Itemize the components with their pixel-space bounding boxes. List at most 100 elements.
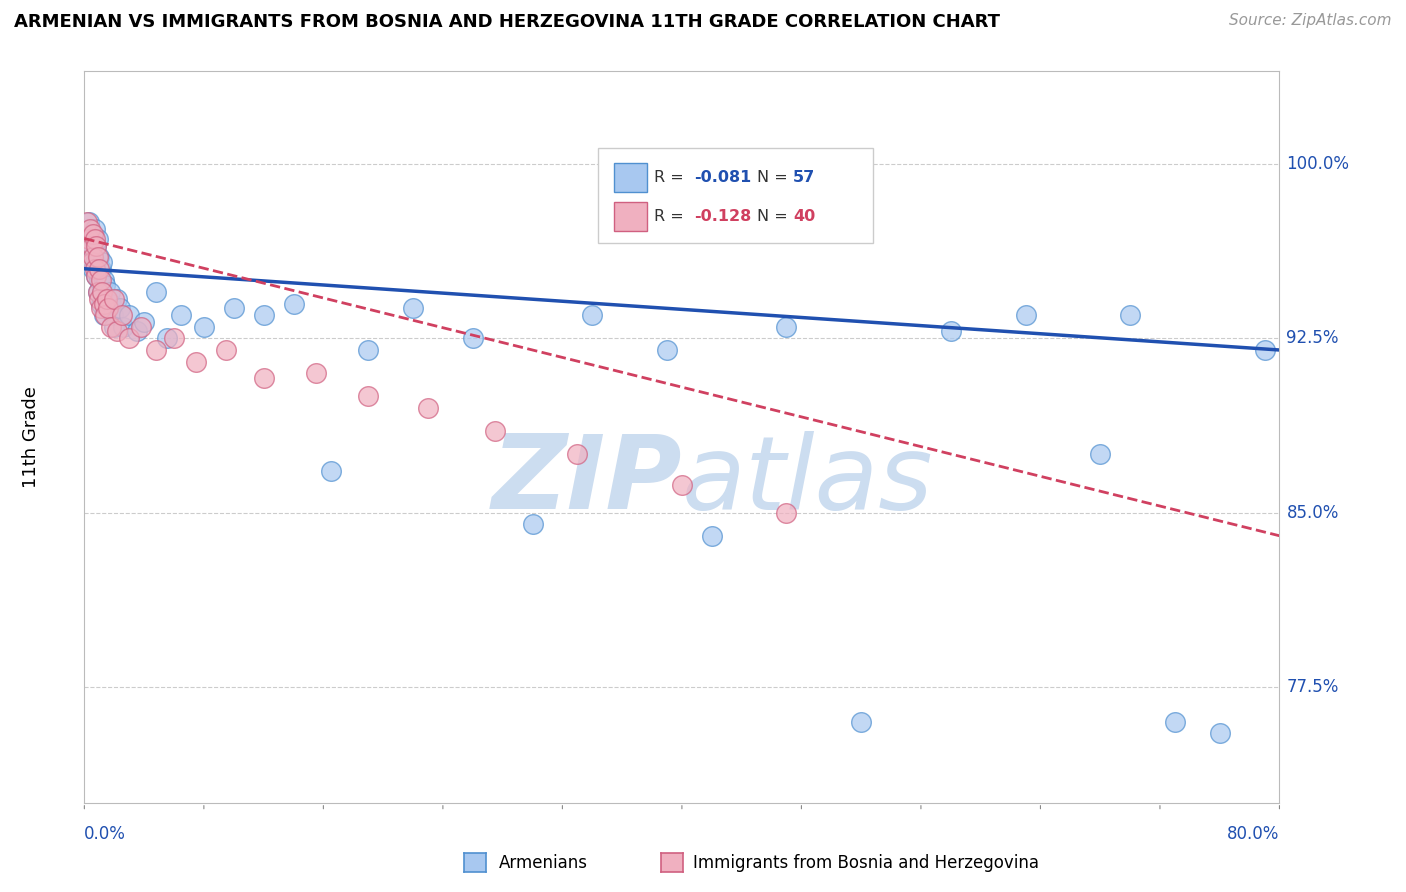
Point [82,231,104,245]
Point [253,371,276,385]
Point [97,301,120,316]
Point [90,301,112,316]
Point [83,231,105,245]
Text: 77.5%: 77.5% [1286,678,1339,696]
Point [1014,308,1036,322]
Text: 85.0%: 85.0% [1286,504,1339,522]
Point [118,308,141,322]
Text: atlas: atlas [682,431,934,531]
Point [775,319,797,334]
Point [86,238,108,252]
Text: -0.081: -0.081 [695,169,751,185]
Point [97,301,120,316]
Text: N =: N = [758,169,793,185]
Point [939,325,962,339]
Point [155,331,177,345]
Point [77,215,100,229]
Point [567,448,589,462]
Point [80,254,103,268]
Point [163,331,186,345]
Point [103,319,125,334]
Point [671,477,693,491]
Point [93,308,115,322]
Text: 40: 40 [793,209,815,224]
Point [91,285,114,299]
Point [87,231,110,245]
Point [416,401,439,415]
Point [80,227,103,241]
Point [96,292,118,306]
Text: Immigrants from Bosnia and Herzegovina: Immigrants from Bosnia and Herzegovina [693,854,1039,871]
Point [79,222,101,236]
Point [83,261,105,276]
Point [461,331,484,345]
Point [86,238,108,252]
Point [110,301,132,316]
Point [89,292,111,306]
Point [89,273,111,287]
Point [100,319,122,334]
Point [105,325,128,339]
Point [283,296,305,310]
Point [305,366,328,380]
Point [79,238,101,252]
Point [100,296,122,310]
Point [90,273,112,287]
Point [193,319,215,334]
Point [87,250,110,264]
Text: 100.0%: 100.0% [1286,155,1350,173]
Text: 92.5%: 92.5% [1286,329,1339,347]
Point [1253,343,1275,357]
Point [105,292,128,306]
Text: R =: R = [654,209,689,224]
Point [91,254,114,268]
Point [111,308,134,322]
Point [170,308,193,322]
Point [222,301,245,316]
Point [357,343,380,357]
Point [76,215,98,229]
Text: R =: R = [654,169,689,185]
Point [87,285,110,299]
Text: Armenians: Armenians [499,854,588,871]
Point [581,308,603,322]
Point [90,296,112,310]
Point [129,319,152,334]
Point [87,285,110,299]
Point [132,315,156,329]
Point [98,285,121,299]
Point [1088,448,1111,462]
Point [215,343,238,357]
Point [93,273,115,287]
Point [145,285,167,299]
Point [94,277,117,292]
FancyBboxPatch shape [599,148,873,244]
Point [402,301,425,316]
Point [253,308,276,322]
Point [83,254,105,268]
Point [484,424,506,438]
Point [700,529,723,543]
Point [357,389,380,403]
Text: ARMENIAN VS IMMIGRANTS FROM BOSNIA AND HERZEGOVINA 11TH GRADE CORRELATION CHART: ARMENIAN VS IMMIGRANTS FROM BOSNIA AND H… [14,13,1000,31]
Point [655,343,678,357]
Point [101,308,124,322]
Point [118,331,141,345]
Point [145,343,167,357]
Text: -0.128: -0.128 [695,209,751,224]
Bar [614,162,647,192]
Text: Source: ZipAtlas.com: Source: ZipAtlas.com [1229,13,1392,29]
Text: 57: 57 [793,169,815,185]
Point [103,292,125,306]
Point [125,325,148,339]
Text: N =: N = [758,209,793,224]
Point [1208,726,1232,740]
Point [82,261,104,276]
Point [76,250,98,264]
Point [86,268,108,283]
Text: 80.0%: 80.0% [1227,825,1279,843]
Point [186,354,208,368]
Point [77,231,100,245]
Point [89,261,111,276]
Point [89,250,111,264]
